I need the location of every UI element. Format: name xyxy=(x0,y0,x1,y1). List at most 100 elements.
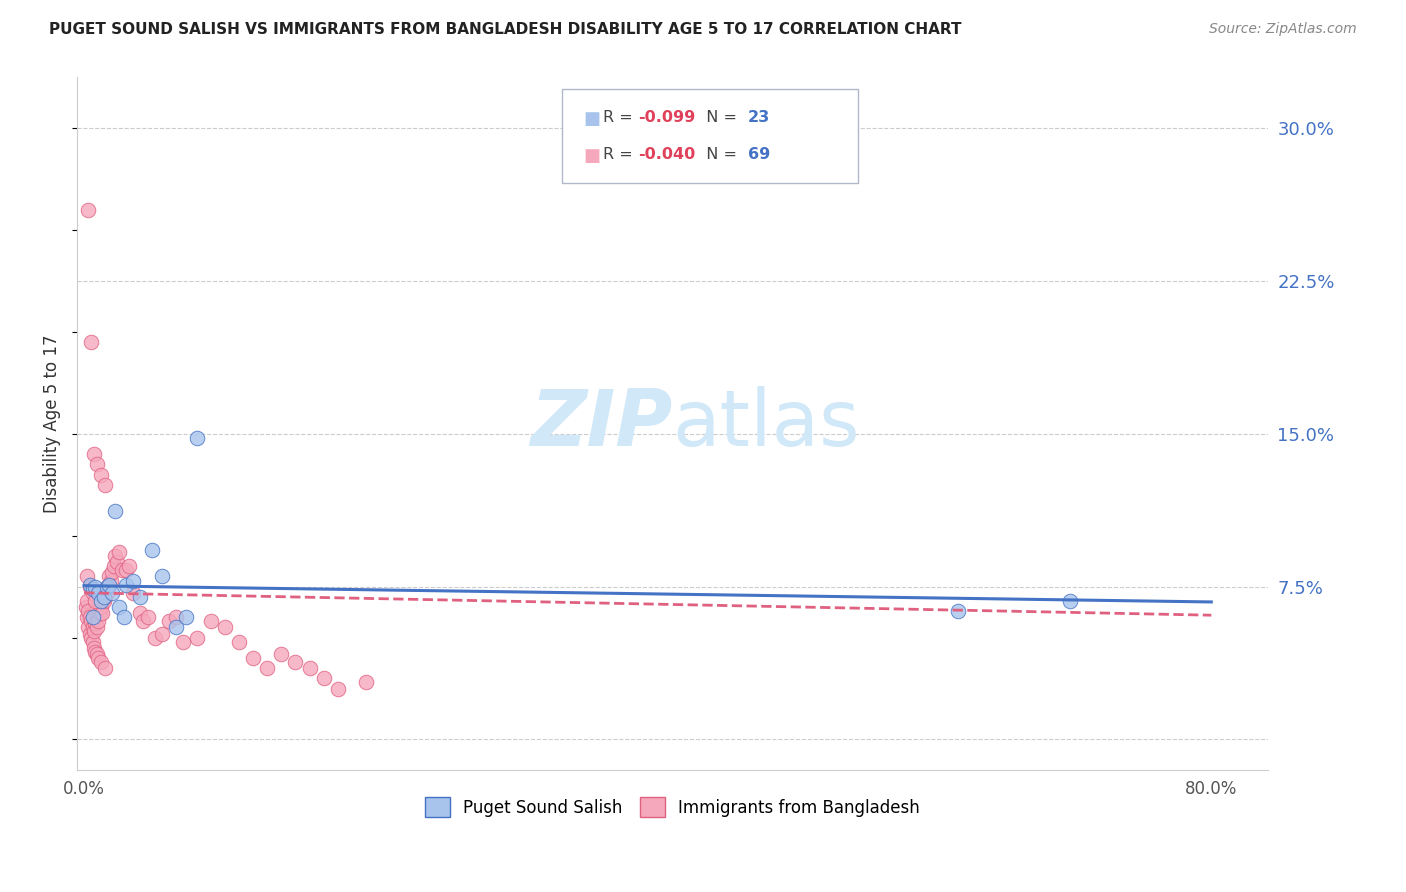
Point xyxy=(89,606,111,620)
Point xyxy=(76,569,98,583)
Point xyxy=(186,431,208,445)
Point xyxy=(86,458,108,472)
Point xyxy=(122,586,145,600)
Point xyxy=(122,574,145,588)
Point xyxy=(94,661,117,675)
Point xyxy=(143,631,166,645)
Point xyxy=(84,616,107,631)
Point xyxy=(82,620,104,634)
Text: ZIP: ZIP xyxy=(530,385,672,462)
Point xyxy=(94,590,117,604)
Point xyxy=(83,640,105,655)
Point xyxy=(242,651,264,665)
Point xyxy=(111,563,134,577)
Text: ■: ■ xyxy=(583,110,600,128)
Point xyxy=(172,634,194,648)
Text: PUGET SOUND SALISH VS IMMIGRANTS FROM BANGLADESH DISABILITY AGE 5 TO 17 CORRELAT: PUGET SOUND SALISH VS IMMIGRANTS FROM BA… xyxy=(49,22,962,37)
Point xyxy=(82,586,104,600)
Text: ■: ■ xyxy=(583,147,600,165)
Point xyxy=(84,580,107,594)
Point xyxy=(326,681,349,696)
Point xyxy=(77,620,100,634)
Text: -0.040: -0.040 xyxy=(638,147,696,162)
Point xyxy=(97,583,120,598)
Point xyxy=(157,615,180,629)
Point xyxy=(98,569,121,583)
Point xyxy=(105,555,128,569)
Point xyxy=(84,594,107,608)
Point xyxy=(129,606,152,620)
Point xyxy=(165,610,187,624)
Text: N =: N = xyxy=(696,147,742,162)
Point xyxy=(90,467,112,482)
Point xyxy=(80,615,103,629)
Point xyxy=(90,600,112,615)
Point xyxy=(132,615,155,629)
Point xyxy=(298,661,321,675)
Point xyxy=(112,610,135,624)
Point xyxy=(165,620,187,634)
Point xyxy=(150,626,173,640)
Legend: Puget Sound Salish, Immigrants from Bangladesh: Puget Sound Salish, Immigrants from Bang… xyxy=(419,790,927,824)
Point xyxy=(86,647,108,661)
Point xyxy=(200,615,222,629)
Point xyxy=(104,549,127,563)
Point xyxy=(83,624,105,639)
Point xyxy=(108,600,131,615)
Point xyxy=(76,594,98,608)
Point xyxy=(101,566,124,580)
Point xyxy=(96,580,118,594)
Point xyxy=(90,655,112,669)
Point xyxy=(115,563,138,577)
Point xyxy=(136,610,159,624)
Point xyxy=(104,504,127,518)
Point xyxy=(100,574,122,588)
Point xyxy=(82,610,104,624)
Point xyxy=(115,577,138,591)
Point xyxy=(312,671,335,685)
Point xyxy=(98,577,121,591)
Point xyxy=(80,631,103,645)
Point xyxy=(284,655,307,669)
Point xyxy=(90,594,112,608)
Point xyxy=(76,610,98,624)
Point xyxy=(82,582,104,596)
Point xyxy=(101,586,124,600)
Text: R =: R = xyxy=(603,147,638,162)
Text: -0.099: -0.099 xyxy=(638,110,696,125)
Point xyxy=(87,586,110,600)
Text: R =: R = xyxy=(603,110,638,125)
Point xyxy=(354,675,377,690)
Point xyxy=(75,600,97,615)
Point xyxy=(77,202,100,217)
Text: Source: ZipAtlas.com: Source: ZipAtlas.com xyxy=(1209,22,1357,37)
Point xyxy=(174,610,197,624)
Point xyxy=(87,615,110,629)
Point xyxy=(214,620,236,634)
Point xyxy=(79,626,101,640)
Point xyxy=(91,606,114,620)
Text: atlas: atlas xyxy=(672,385,860,462)
Point xyxy=(79,580,101,594)
Point xyxy=(256,661,278,675)
Y-axis label: Disability Age 5 to 17: Disability Age 5 to 17 xyxy=(44,334,60,513)
Point xyxy=(82,634,104,648)
Point xyxy=(270,647,292,661)
Point xyxy=(129,590,152,604)
Point xyxy=(83,447,105,461)
Point xyxy=(103,559,125,574)
Point xyxy=(93,594,115,608)
Point xyxy=(228,634,250,648)
Point xyxy=(94,478,117,492)
Point xyxy=(93,590,115,604)
Point xyxy=(87,651,110,665)
Point xyxy=(141,543,163,558)
Point xyxy=(79,577,101,591)
Point xyxy=(150,569,173,583)
Point xyxy=(77,604,100,618)
Point xyxy=(118,559,141,574)
Point xyxy=(1059,594,1081,608)
Text: 69: 69 xyxy=(748,147,770,162)
Point xyxy=(84,645,107,659)
Point xyxy=(96,580,118,594)
